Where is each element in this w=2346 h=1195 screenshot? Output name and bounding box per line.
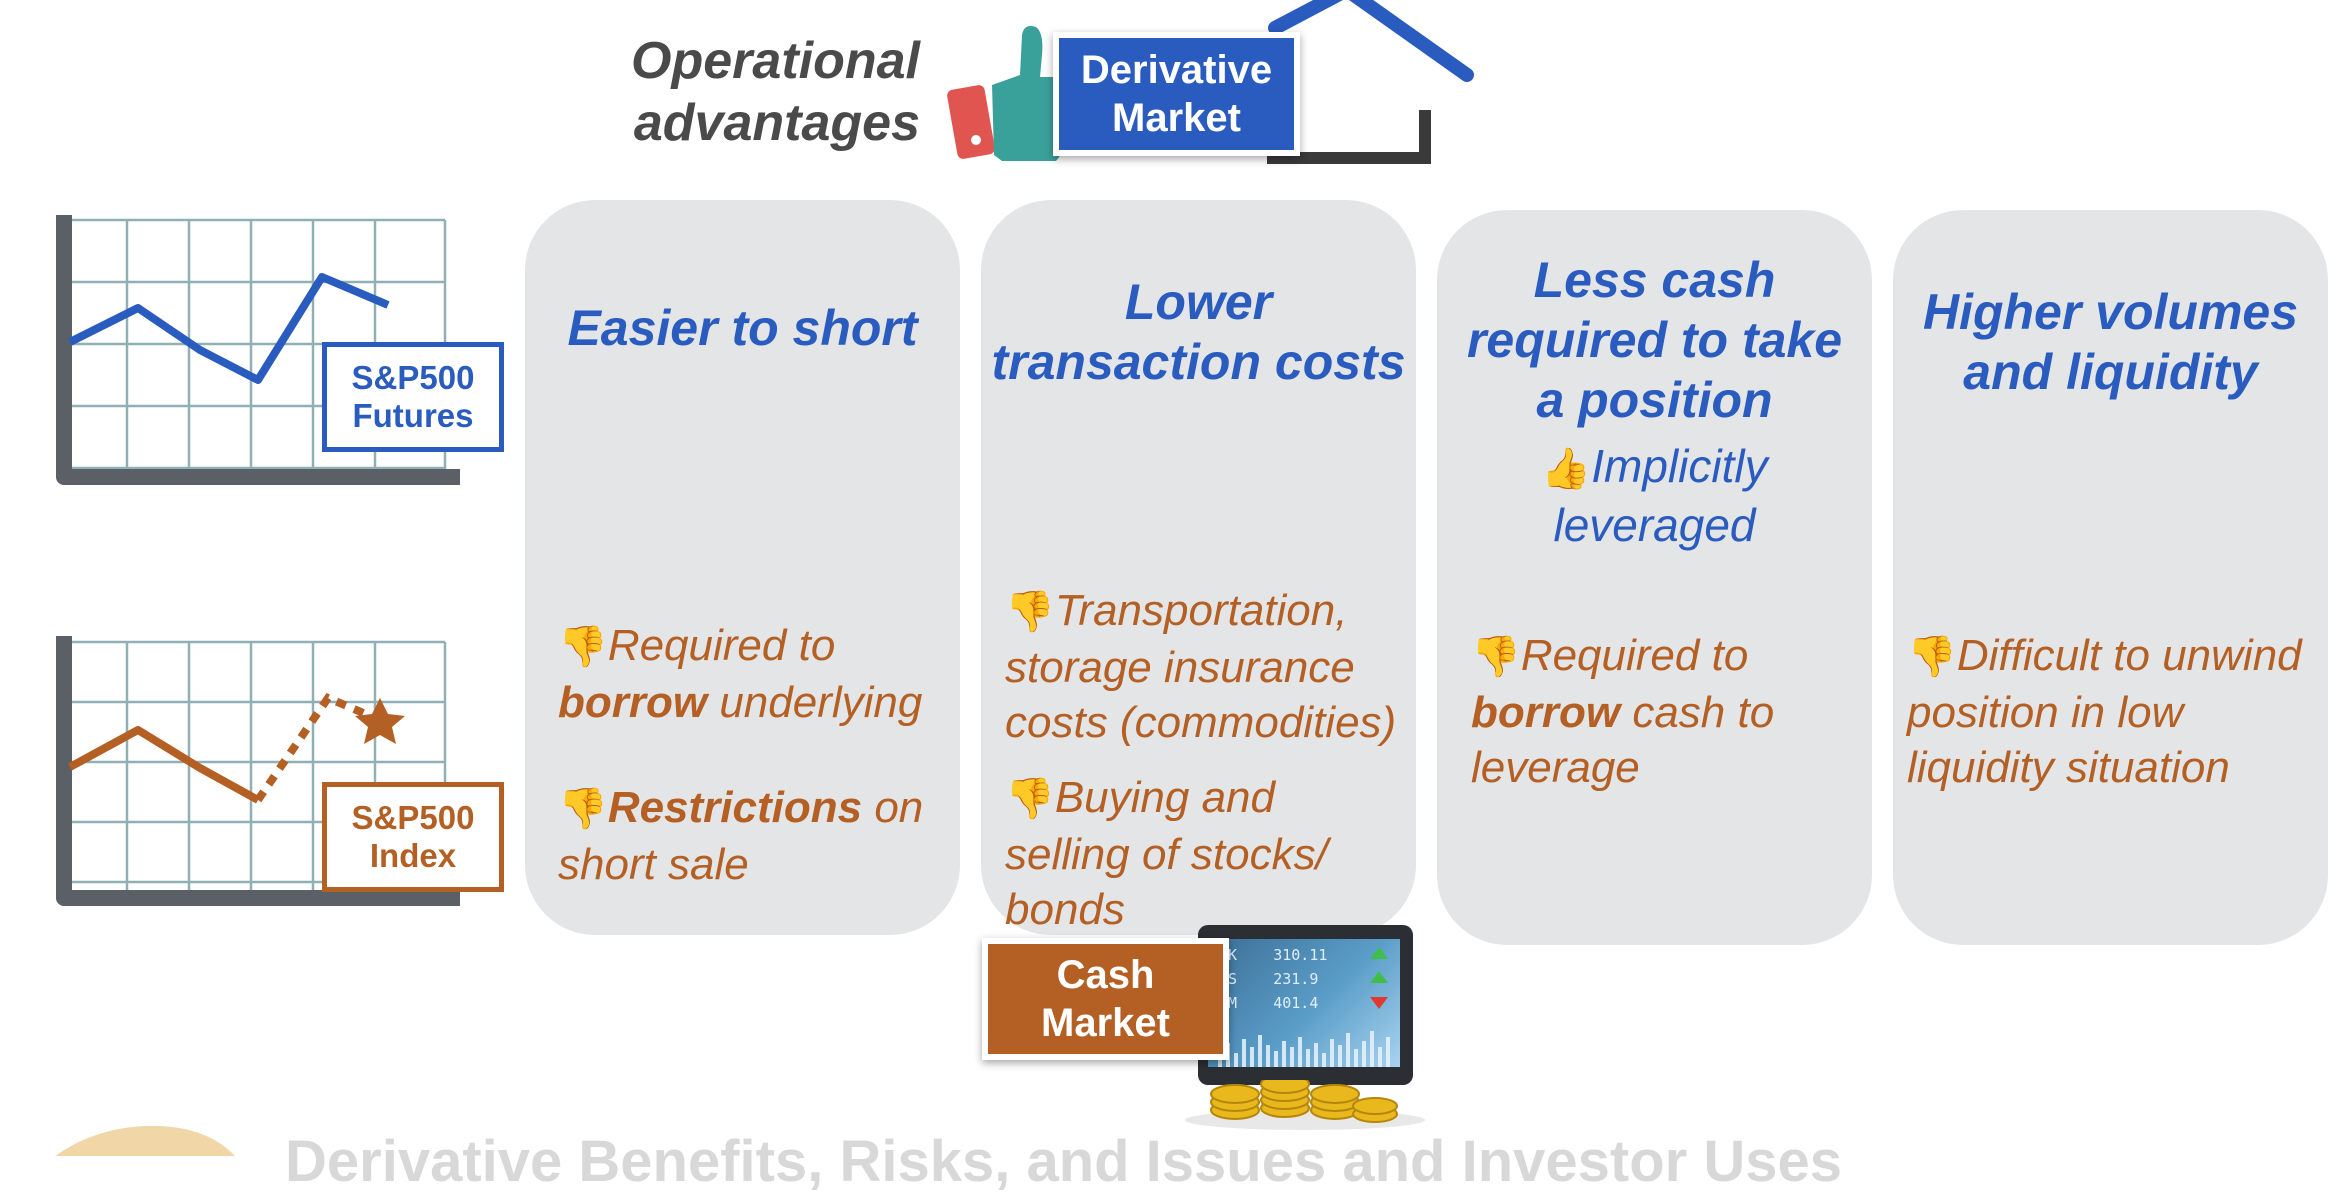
gold-coins-icon xyxy=(1185,1080,1425,1130)
futures-line xyxy=(68,273,390,384)
card-title: Less cash required to take a position xyxy=(1437,250,1872,430)
index-label: S&P500 Index xyxy=(322,782,504,892)
index-line xyxy=(68,726,260,804)
cash-line1: Cash xyxy=(1056,953,1155,997)
cash-line2: Market xyxy=(1041,1001,1170,1045)
card-title-line2: transaction costs xyxy=(991,334,1406,390)
card-title-line1: Less cash xyxy=(1533,252,1776,308)
card-title-line2: required to take xyxy=(1466,312,1843,368)
card-title: Higher volumes and liquidity xyxy=(1893,282,2328,402)
monitor-screen: STK 310.11 OKS 231.9 COM 401.4 xyxy=(1208,939,1400,1067)
card-title-line1: Higher volumes xyxy=(1922,284,2299,340)
con-borrow-cash: 👎Required to borrow cash to leverage xyxy=(1471,631,1775,792)
trend-arrows-icon xyxy=(1370,947,1388,1009)
derivative-market-label: Derivative Market xyxy=(1053,32,1300,156)
thumbs-down-icon: 👎 xyxy=(1005,590,1055,634)
thumbs-down-icon: 👎 xyxy=(558,625,608,669)
card-less-cash-required: Less cash required to take a position 👍I… xyxy=(1437,210,1872,945)
futures-chart-axes xyxy=(56,215,460,485)
con-transportation-costs: 👎Transportation, storage insurance costs… xyxy=(1005,586,1397,747)
market-monitor: STK 310.11 OKS 231.9 COM 401.4 xyxy=(1198,925,1413,1085)
thumbs-up-icon: 👍 xyxy=(1541,447,1592,491)
index-dotted-line xyxy=(254,693,382,803)
operational-line1: Operational xyxy=(631,32,920,90)
card-easier-to-short: Easier to short 👎Required to borrow unde… xyxy=(525,200,960,935)
futures-label-line1: S&P500 xyxy=(351,359,475,396)
screen-bars-icon xyxy=(1218,1031,1390,1067)
card-title-line3: a position xyxy=(1536,372,1773,428)
operational-line2: advantages xyxy=(633,94,920,152)
index-label-line1: S&P500 xyxy=(351,799,475,836)
card-lower-transaction-costs: Lower transaction costs 👎Transportation,… xyxy=(981,200,1416,935)
operational-advantages-title: Operational advantages xyxy=(600,30,920,154)
card-higher-volumes-liquidity: Higher volumes and liquidity 👎Difficult … xyxy=(1893,210,2328,945)
index-chart-axes xyxy=(56,636,460,906)
thumbs-down-icon: 👎 xyxy=(1471,635,1521,679)
thumbs-down-icon: 👎 xyxy=(1907,635,1957,679)
index-chart xyxy=(56,636,460,906)
cash-market-label: Cash Market xyxy=(982,938,1229,1060)
derivative-line1: Derivative xyxy=(1080,48,1273,92)
con-short-sale-restrictions: 👎Restrictions on short sale xyxy=(558,783,924,889)
thumbs-down-icon: 👎 xyxy=(1005,777,1055,821)
con-difficult-to-unwind: 👎Difficult to unwind position in low liq… xyxy=(1907,631,2302,792)
con-borrow-underlying: 👎Required to borrow underlying xyxy=(558,621,923,727)
con-buying-selling: 👎Buying and selling of stocks/ bonds xyxy=(1005,773,1328,934)
card-title-line1: Lower xyxy=(1124,274,1273,330)
pro-implicitly-leveraged: 👍Implicitly leveraged xyxy=(1541,440,1768,551)
index-label-line2: Index xyxy=(369,837,457,874)
index-star-icon xyxy=(355,698,405,744)
thumbs-down-icon: 👎 xyxy=(558,787,608,831)
card-title: Easier to short xyxy=(567,300,918,356)
footer-title: Derivative Benefits, Risks, and Issues a… xyxy=(285,1129,1842,1194)
futures-label: S&P500 Futures xyxy=(322,342,504,452)
derivative-line2: Market xyxy=(1112,96,1241,140)
footer-logo-icon xyxy=(55,1125,235,1156)
futures-label-line2: Futures xyxy=(352,397,474,434)
card-title-line2: and liquidity xyxy=(1963,344,2258,400)
card-title: Lower transaction costs xyxy=(981,272,1416,392)
